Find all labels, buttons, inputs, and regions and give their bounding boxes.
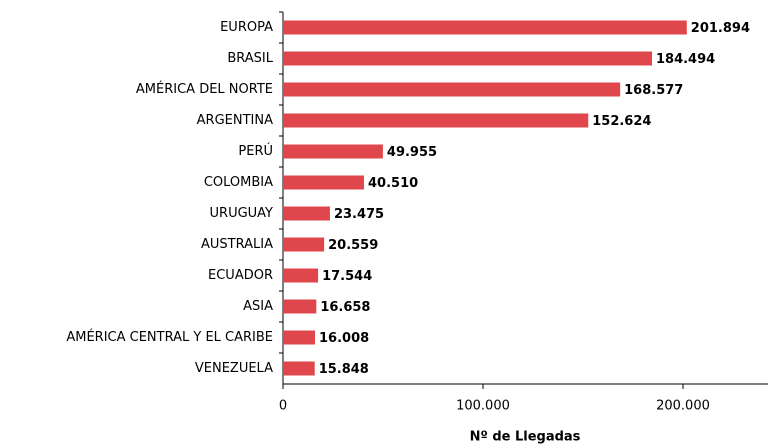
value-label: 23.475	[334, 207, 384, 222]
x-tick-label: 0	[279, 399, 287, 414]
y-tick-label: ARGENTINA	[197, 113, 273, 128]
value-label: 40.510	[368, 176, 418, 191]
value-label: 17.544	[322, 269, 372, 284]
x-axis-title: Nº de Llegadas	[470, 430, 581, 445]
y-tick-label: URUGUAY	[210, 206, 274, 221]
bar	[283, 144, 383, 159]
value-label: 16.658	[320, 300, 370, 315]
y-tick-label: VENEZUELA	[195, 361, 273, 376]
value-label: 15.848	[319, 362, 369, 377]
bar	[283, 113, 589, 128]
x-tick-label: 200.000	[656, 399, 710, 414]
bar	[283, 268, 319, 283]
y-tick-label: ECUADOR	[208, 268, 273, 283]
bar	[283, 82, 621, 97]
value-label: 152.624	[592, 114, 651, 129]
bar	[283, 175, 365, 190]
y-tick-label: BRASIL	[227, 51, 273, 66]
bar	[283, 330, 316, 345]
y-tick-label: COLOMBIA	[204, 175, 273, 190]
bar	[283, 20, 687, 35]
value-label: 184.494	[656, 52, 715, 67]
y-tick-label: AMÉRICA CENTRAL Y EL CARIBE	[66, 329, 273, 345]
value-label: 168.577	[624, 83, 683, 98]
y-tick-label: EUROPA	[220, 20, 273, 35]
y-tick-label: AMÉRICA DEL NORTE	[136, 81, 273, 97]
bar	[283, 361, 315, 376]
value-label: 16.008	[319, 331, 369, 346]
bar	[283, 51, 652, 66]
value-label: 201.894	[691, 21, 750, 36]
bar	[283, 237, 325, 252]
y-tick-label: PERÚ	[238, 143, 273, 159]
value-label: 49.955	[387, 145, 437, 160]
y-tick-label: ASIA	[243, 299, 273, 314]
bar	[283, 299, 317, 314]
value-label: 20.559	[328, 238, 378, 253]
y-tick-label: AUSTRALIA	[201, 237, 273, 252]
x-tick-label: 100.000	[456, 399, 510, 414]
bar	[283, 206, 330, 221]
